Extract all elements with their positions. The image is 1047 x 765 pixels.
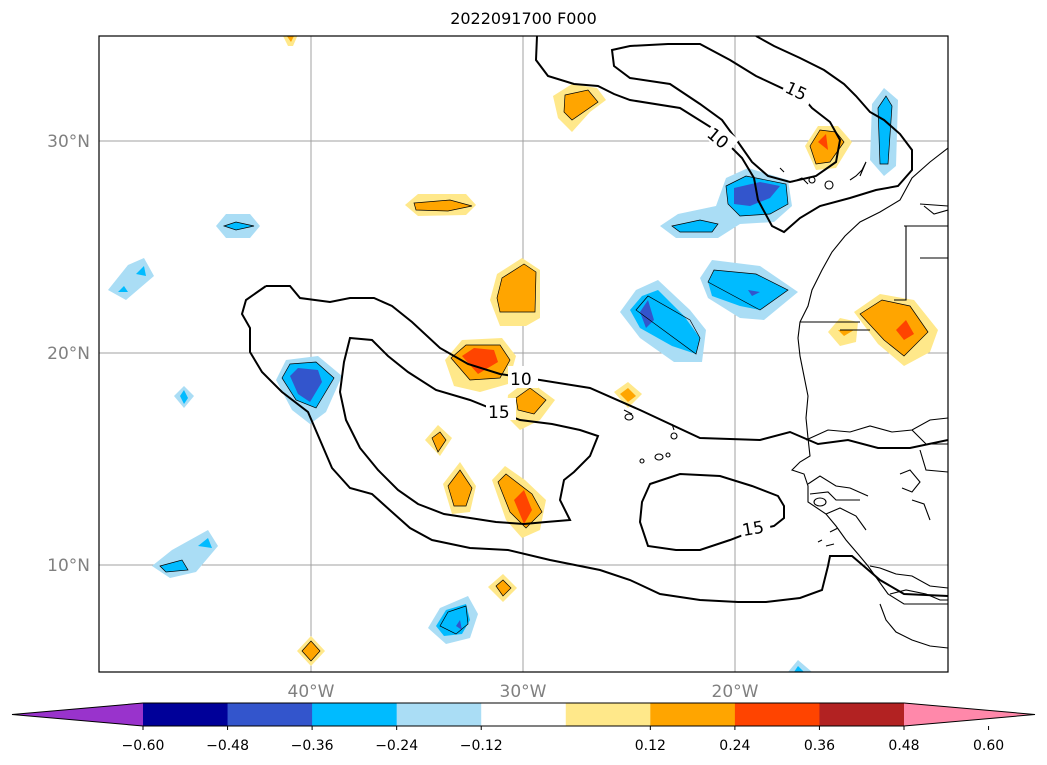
colorbar-extend-max <box>904 703 1035 726</box>
contour-label-15-mid: 15 <box>488 403 510 423</box>
colorbar-tick-label: −0.12 <box>460 738 503 754</box>
lat-label-10n: 10°N <box>47 556 90 576</box>
colorbar-tick-label: −0.60 <box>122 738 165 754</box>
colorbar-extend-min <box>12 703 143 726</box>
patch-negative-bottom-edge <box>788 660 812 672</box>
islands <box>623 161 867 547</box>
latitude-labels: 30°N 20°N 10°N <box>47 132 90 576</box>
colorbar-swatch <box>396 703 482 726</box>
patch-negative-18n-small <box>174 386 194 408</box>
map-frame <box>98 35 949 673</box>
patch-positive-16n <box>425 425 452 456</box>
patch-negative-25n-west <box>108 258 154 300</box>
lat-label-20n: 20°N <box>47 344 90 364</box>
lon-label-20w: 20°W <box>712 682 759 702</box>
colorbar-tick-label: 0.48 <box>888 738 919 754</box>
colorbar-swatch <box>312 703 398 726</box>
colorbar-tick-label: −0.48 <box>206 738 249 754</box>
colorbar-swatch <box>650 703 736 726</box>
patch-positive-19n <box>445 338 516 392</box>
colorbar-swatch <box>481 703 567 726</box>
patch-positive-21n-coast <box>828 318 858 346</box>
colorbar-swatch <box>734 703 820 726</box>
patch-negative-10n-west <box>152 530 218 578</box>
gridlines <box>99 36 948 672</box>
patch-positive-9n <box>488 574 517 602</box>
shading-outlines <box>159 89 929 662</box>
colorbar-swatch <box>227 703 313 726</box>
colorbar-tick-label: 0.60 <box>973 738 1004 754</box>
patch-positive-13n <box>492 466 546 538</box>
colorbar-swatch <box>565 703 651 726</box>
patch-positive-21n-africa <box>854 294 938 366</box>
colorbar-tick-label: 0.24 <box>719 738 750 754</box>
colorbar-tick-label: −0.24 <box>375 738 418 754</box>
thick-contours <box>240 36 948 603</box>
contour-label-10-mid: 10 <box>510 370 532 390</box>
longitude-labels: 40°W 30°W 20°W <box>288 682 759 702</box>
patch-negative-26n <box>216 214 260 238</box>
colorbar-swatch <box>143 703 229 726</box>
lon-label-40w: 40°W <box>288 682 335 702</box>
colorbar-tick-label: 0.12 <box>635 738 666 754</box>
patch-negative-31n-east <box>870 88 898 176</box>
colorbar-swatch <box>819 703 905 726</box>
lat-label-30n: 30°N <box>47 132 90 152</box>
colorbar-tick-label: −0.36 <box>291 738 334 754</box>
patch-positive-22n <box>490 258 540 326</box>
patch-positive-top-left <box>283 36 298 46</box>
map-title: 2022091700 F000 <box>450 9 597 28</box>
patch-positive-18n-small <box>614 382 642 408</box>
colorbar-tick-label: 0.36 <box>804 738 835 754</box>
lon-label-30w: 30°W <box>500 682 547 702</box>
patch-positive-27n <box>405 194 476 216</box>
colorbar: −0.60 −0.48 −0.36 −0.24 −0.12 0.12 0.24 0.36 0.4… <box>11 702 1036 754</box>
patch-negative-19n-west <box>276 356 342 424</box>
contour-label-15-south: 15 <box>741 518 766 541</box>
